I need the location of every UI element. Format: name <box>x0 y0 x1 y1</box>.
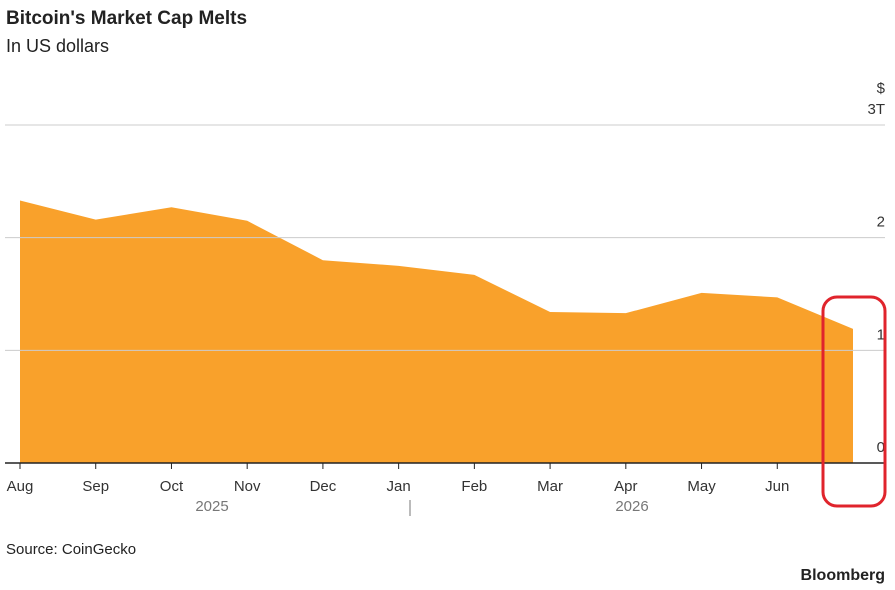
x-tick-label: Mar <box>537 478 563 495</box>
highlight-annotation <box>821 295 887 508</box>
x-tick-label: May <box>687 478 716 495</box>
x-tick-label: Aug <box>7 478 34 495</box>
y-tick-label: 2 <box>877 214 885 231</box>
y-tick-label: 0 <box>877 439 885 456</box>
chart-title: Bitcoin's Market Cap Melts <box>6 8 247 29</box>
y-unit: $ <box>877 80 886 97</box>
x-tick-label: Feb <box>461 478 487 495</box>
chart-subtitle: In US dollars <box>6 36 109 56</box>
source: Source: CoinGecko <box>6 541 136 558</box>
year-label: 2025 <box>195 498 228 515</box>
year-label: 2026 <box>615 498 648 515</box>
x-tick-label: Jan <box>387 478 411 495</box>
x-tick-label: Sep <box>82 478 109 495</box>
y-tick-label: 3T <box>867 101 885 118</box>
x-tick-label: Nov <box>234 478 261 495</box>
x-tick-label: Oct <box>160 478 184 495</box>
x-tick-label: Apr <box>614 478 637 495</box>
x-tick-label: Dec <box>310 478 337 495</box>
x-tick-label: Jun <box>765 478 789 495</box>
brand: Bloomberg <box>801 567 885 584</box>
y-tick-label: 1 <box>877 326 885 343</box>
plot: 0 1 2 3T Aug Sep Oct Nov Dec Jan Feb Mar Apr May Jun <box>5 101 885 495</box>
area <box>20 200 853 463</box>
